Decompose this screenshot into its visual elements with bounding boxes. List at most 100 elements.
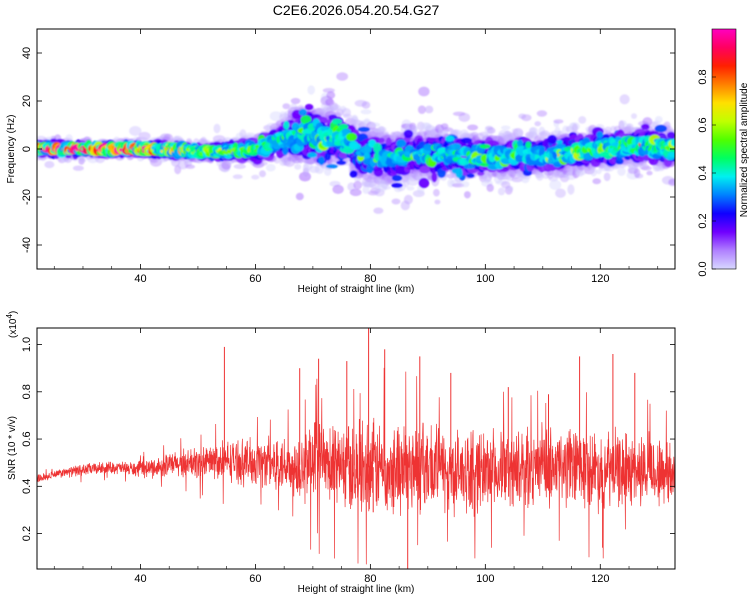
- heatmap-cell: [437, 168, 446, 178]
- heatmap-cell: [501, 125, 511, 131]
- heatmap-cell: [511, 177, 523, 183]
- y-tick-label: -20: [21, 189, 33, 205]
- colorbar: 0.0 0.2 0.4 0.6 0.8 Normalized spectral ampl…: [697, 28, 750, 277]
- colorbar-label: Normalized spectral amplitude: [739, 82, 750, 217]
- heatmap-cell: [553, 161, 562, 168]
- heatmap-cell: [433, 188, 440, 197]
- heatmap-cell: [486, 127, 496, 134]
- spectrogram-panel: 40 60 80 100 120 -40 -20 0 20 40 Height of straig…: [6, 28, 676, 295]
- snr-axes: 40 60 80 100 120 0.2 0.4 0.6 0.8 1.0: [21, 328, 675, 585]
- heatmap-cell: [555, 188, 566, 198]
- heatmap-cell: [411, 125, 418, 133]
- heatmap-cell: [357, 126, 370, 132]
- spectrogram-y-axis-label: Frequency (Hz): [6, 115, 17, 184]
- heatmap-cell: [461, 181, 470, 188]
- heatmap-cell: [467, 124, 479, 131]
- heatmap-cell: [525, 141, 532, 149]
- heatmap-cell: [403, 194, 413, 205]
- heatmap-cell: [666, 131, 675, 140]
- colorbar-ticks: 0.0 0.2 0.4 0.6 0.8: [697, 69, 716, 277]
- heatmap-cell: [641, 123, 650, 130]
- snr-line: [37, 367, 675, 565]
- x-tick-label: 120: [591, 273, 609, 285]
- heatmap-cell: [72, 165, 84, 171]
- figure-title: C2E6.2026.054.20.54.G27: [273, 2, 440, 18]
- y-tick-label: 0: [21, 146, 33, 152]
- heatmap-cell: [458, 112, 471, 122]
- x-tick-label: 40: [134, 573, 146, 585]
- x-tick-label: 80: [364, 273, 376, 285]
- heatmap-cell: [578, 116, 587, 124]
- colorbar-tick-label: 0.0: [697, 261, 709, 276]
- heatmap-cell: [667, 151, 675, 158]
- heatmap-cell: [596, 131, 604, 139]
- heatmap-cell: [535, 171, 544, 181]
- colorbar-scale: [711, 28, 737, 270]
- heatmap-cell: [534, 121, 541, 127]
- heatmap-cell: [654, 124, 668, 133]
- heatmap-cell: [449, 129, 463, 136]
- x-tick-label: 60: [249, 573, 261, 585]
- heatmap-cell: [396, 139, 407, 148]
- heatmap-cell: [373, 207, 384, 214]
- heatmap-cell: [373, 142, 382, 154]
- x-tick-label: 40: [134, 273, 146, 285]
- snr-x-axis-label: Height of straight line (km): [298, 584, 415, 595]
- heatmap-cell: [486, 183, 494, 192]
- heatmap-cell: [349, 170, 358, 178]
- y-tick-label: 40: [21, 47, 33, 59]
- heatmap-cell: [78, 158, 87, 163]
- heatmap-cell: [590, 167, 597, 177]
- heatmap-cell: [595, 169, 602, 175]
- heatmap-cell: [265, 163, 276, 172]
- heatmap-cell: [331, 118, 343, 125]
- spectrogram-heatmap: [37, 72, 675, 214]
- heatmap-cell: [572, 123, 578, 133]
- x-tick-label: 60: [249, 273, 261, 285]
- heatmap-cell: [382, 185, 391, 190]
- heatmap-cell: [434, 199, 441, 205]
- heatmap-cell: [654, 116, 663, 124]
- heatmap-cell: [307, 85, 316, 95]
- colorbar-tick-label: 0.4: [697, 165, 709, 180]
- y-tick-label: 1.0: [21, 337, 33, 352]
- heatmap-cell: [567, 184, 575, 195]
- heatmap-cell: [549, 179, 562, 190]
- x-tick-label: 100: [476, 573, 494, 585]
- heatmap-cell: [391, 198, 401, 205]
- spectrogram-axes: 40 60 80 100 120 -40 -20 0 20 40: [21, 29, 675, 285]
- scale-prefix: (x10: [8, 318, 19, 338]
- heatmap-cell: [529, 127, 539, 136]
- heatmap-cell: [353, 180, 363, 190]
- y-tick-label: 0.4: [21, 479, 33, 494]
- heatmap-cell: [378, 137, 385, 143]
- heatmap-cell: [213, 123, 221, 134]
- heatmap-cell: [668, 178, 675, 186]
- heatmap-cell: [307, 152, 318, 158]
- heatmap-cell: [477, 171, 485, 176]
- heatmap-cell: [350, 143, 362, 150]
- heatmap-cell: [304, 103, 314, 111]
- heatmap-cell: [603, 172, 611, 182]
- heatmap-cell: [423, 143, 433, 151]
- heatmap-cell: [418, 86, 430, 97]
- heatmap-cell: [368, 122, 381, 128]
- heatmap-cell: [346, 132, 357, 142]
- x-tick-label: 100: [476, 273, 494, 285]
- heatmap-cell: [547, 134, 558, 144]
- x-tick-label: 80: [364, 573, 376, 585]
- heatmap-cell: [442, 127, 454, 132]
- snr-y-scale-factor: (x104): [5, 311, 19, 338]
- heatmap-cell: [391, 174, 403, 182]
- heatmap-cell: [497, 187, 506, 196]
- heatmap-cell: [269, 111, 283, 122]
- heatmap-cell: [452, 183, 465, 188]
- heatmap-cell: [592, 178, 601, 185]
- heatmap-cell: [232, 174, 243, 179]
- heatmap-cell: [233, 164, 246, 169]
- heatmap-cell: [283, 120, 290, 130]
- snr-panel: 40 60 80 100 120 0.2 0.4 0.6 0.8 1.0 Height of st…: [5, 311, 676, 595]
- heatmap-cell: [424, 105, 434, 114]
- heatmap-cell: [259, 170, 266, 178]
- colorbar-tick-label: 0.8: [697, 69, 709, 84]
